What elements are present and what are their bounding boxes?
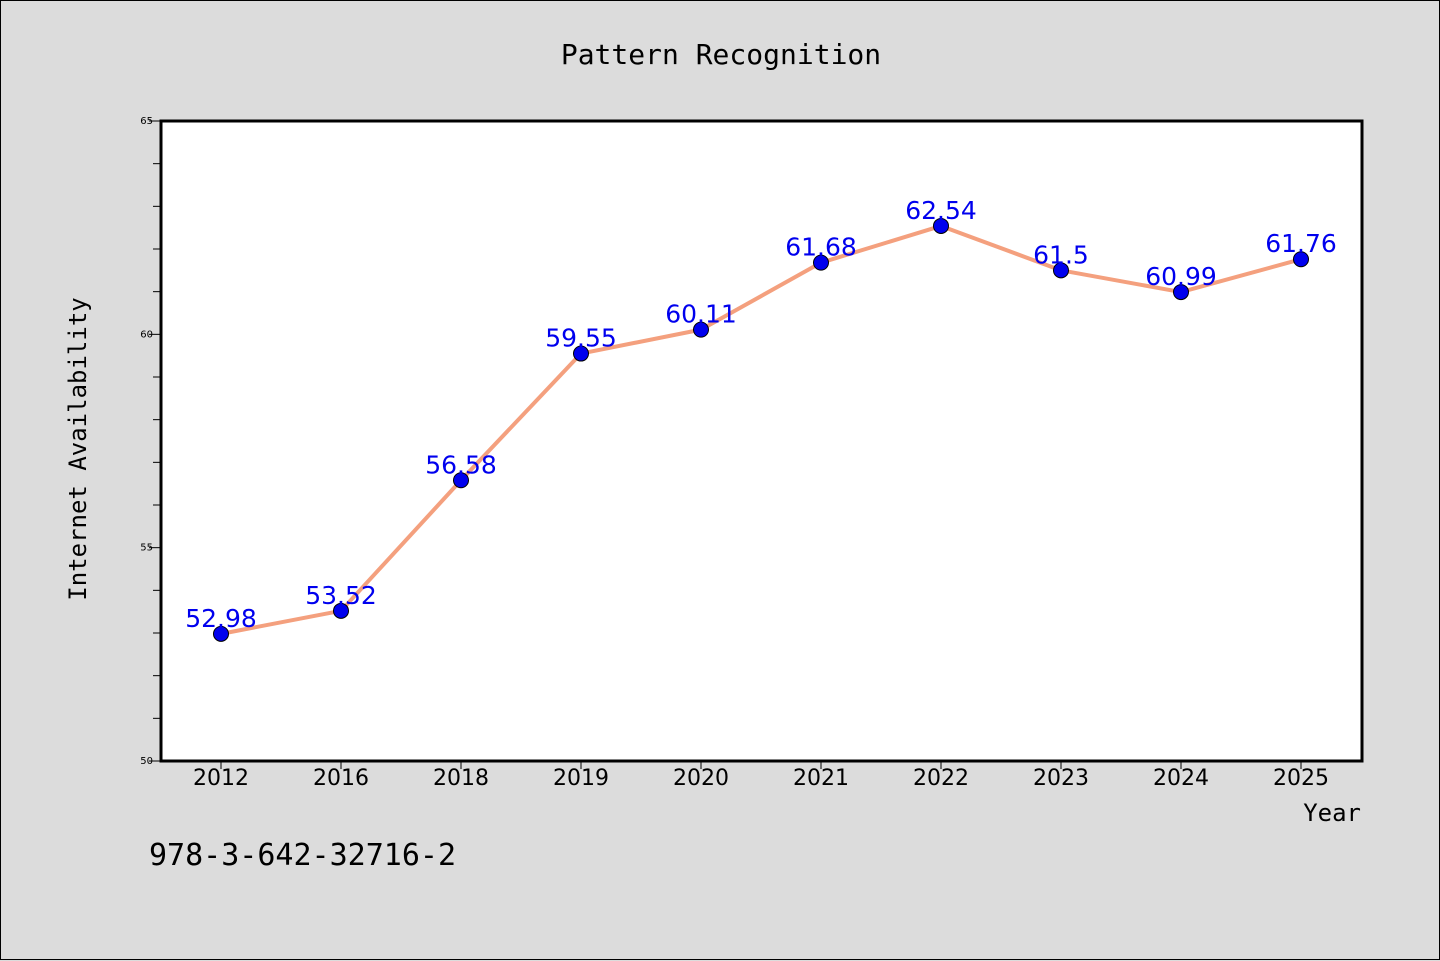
- x-tick-label: 2016: [313, 766, 369, 791]
- x-tick-label: 2023: [1033, 766, 1089, 791]
- series-line: [219, 223, 1303, 636]
- data-point: [933, 217, 949, 234]
- data-label: 61.68: [785, 233, 857, 262]
- plot-area: [159, 119, 1364, 763]
- data-label: 60.99: [1145, 262, 1217, 291]
- data-point: [693, 321, 709, 338]
- data-label: 56.58: [425, 450, 497, 479]
- data-point: [1173, 284, 1189, 301]
- data-point: [333, 602, 349, 619]
- data-label: 61.76: [1265, 229, 1337, 258]
- data-label: 60.11: [665, 300, 737, 329]
- y-tick-label: 50: [140, 756, 153, 767]
- y-axis: 50 55 60 65: [140, 116, 161, 767]
- x-tick-label: 2019: [553, 766, 609, 791]
- y-tick-label: 60: [140, 329, 153, 340]
- x-axis: 2012 2016 2018 2019 2020 2021 2022 2023 2024 2025: [193, 761, 1329, 791]
- data-point: [813, 254, 829, 271]
- y-axis-title: Internet Availability: [64, 297, 92, 600]
- data-point: [1053, 262, 1069, 279]
- x-tick-label: 2018: [433, 766, 489, 791]
- data-point: [213, 625, 229, 642]
- x-tick-label: 2024: [1153, 766, 1209, 791]
- series-group: 52.98 53.52 56.58 59.55 60.11 61.68 62.54 61.5 6…: [185, 196, 1337, 642]
- x-tick-label: 2012: [193, 766, 249, 791]
- data-point: [1293, 251, 1309, 268]
- data-point: [453, 472, 469, 489]
- data-point: [573, 345, 589, 362]
- x-tick-label: 2022: [913, 766, 969, 791]
- data-label: 61.5: [1033, 240, 1089, 269]
- x-tick-label: 2020: [673, 766, 729, 791]
- y-tick-label: 55: [140, 543, 153, 554]
- x-tick-label: 2025: [1273, 766, 1329, 791]
- data-label: 52.98: [185, 604, 257, 633]
- data-label: 62.54: [905, 196, 977, 225]
- chart-title: Pattern Recognition: [561, 38, 881, 71]
- data-label: 59.55: [545, 324, 617, 353]
- data-label: 53.52: [305, 581, 377, 610]
- isbn-footnote: 978-3-642-32716-2: [149, 838, 456, 873]
- y-tick-label: 65: [140, 116, 153, 127]
- x-axis-title: Year: [1303, 799, 1361, 827]
- x-tick-label: 2021: [793, 766, 849, 791]
